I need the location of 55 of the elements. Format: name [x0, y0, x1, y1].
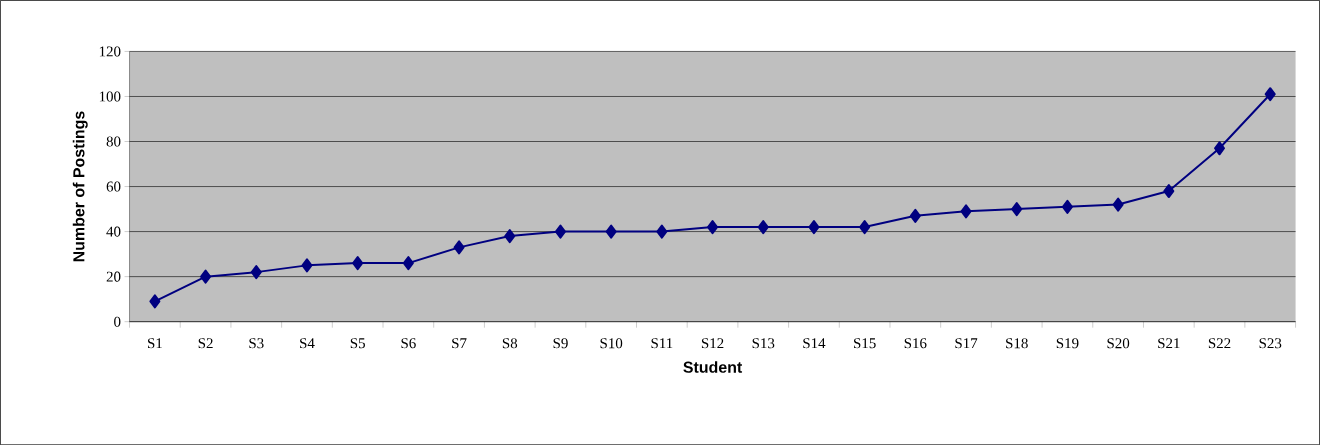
point — [656, 224, 668, 239]
point — [1112, 197, 1124, 212]
point — [1163, 183, 1175, 198]
x-tick-label: S7 — [452, 338, 467, 349]
point — [859, 219, 871, 234]
x-tick-label: S10 — [600, 338, 623, 349]
x-tick-label: S19 — [1056, 338, 1079, 349]
x-tick-label: S21 — [1158, 338, 1180, 349]
point — [402, 256, 414, 271]
x-tick-label: S5 — [350, 338, 365, 349]
x-tick-label: S18 — [1006, 338, 1028, 349]
point — [554, 224, 566, 239]
x-tick-label: S12 — [701, 338, 724, 349]
point — [250, 265, 262, 280]
point — [1011, 201, 1023, 216]
y-tick-label: 60 — [106, 181, 121, 192]
x-tick-label: S9 — [553, 338, 568, 349]
point — [909, 208, 921, 223]
point — [707, 219, 719, 234]
x-tick-label: S15 — [854, 338, 876, 349]
point — [504, 229, 516, 244]
point — [149, 294, 161, 309]
x-tick-label: S20 — [1107, 338, 1130, 349]
x-axis-title: Student — [683, 361, 743, 373]
y-tick-label: 120 — [99, 46, 121, 57]
x-tick-label: S14 — [803, 338, 826, 349]
point — [757, 219, 769, 234]
y-tick-label: 80 — [106, 136, 121, 147]
y-tick-label: 40 — [106, 226, 121, 237]
point — [1214, 141, 1226, 156]
x-tick-label: S23 — [1259, 338, 1282, 349]
x-tick-label: S4 — [300, 338, 315, 349]
x-tick-label: S6 — [401, 338, 416, 349]
x-tick-label: S22 — [1208, 338, 1231, 349]
point — [1061, 199, 1073, 214]
point — [605, 224, 617, 239]
x-tick-label: S3 — [249, 338, 264, 349]
point — [453, 240, 465, 255]
point — [352, 256, 364, 271]
y-tick-label: 20 — [106, 271, 121, 282]
point — [960, 204, 972, 219]
y-tick-label: 0 — [114, 316, 121, 327]
point — [301, 258, 313, 273]
point — [808, 219, 820, 234]
x-tick-label: S13 — [752, 338, 775, 349]
point — [200, 269, 212, 284]
x-tick-label: S11 — [651, 338, 673, 349]
x-tick-label: S1 — [147, 338, 162, 349]
y-tick-label: 100 — [99, 91, 121, 102]
x-tick-label: S16 — [904, 338, 927, 349]
x-tick-label: S8 — [502, 338, 518, 349]
x-tick-label: S2 — [198, 338, 213, 349]
point — [1264, 87, 1276, 102]
y-axis-title: Number of Postings — [72, 111, 88, 262]
x-tick-label: S17 — [955, 338, 978, 349]
